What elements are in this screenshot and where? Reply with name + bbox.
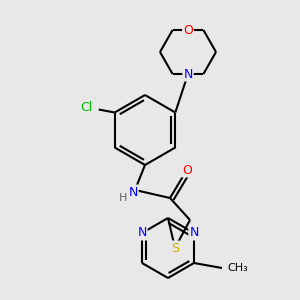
Text: H: H [119,193,127,203]
Text: N: N [183,68,193,80]
Text: N: N [189,226,199,239]
Text: O: O [182,164,192,176]
Text: N: N [137,226,147,239]
Text: CH₃: CH₃ [227,263,248,273]
Text: Cl: Cl [81,101,93,114]
Text: N: N [128,185,138,199]
Text: S: S [171,242,179,254]
Text: O: O [183,23,193,37]
